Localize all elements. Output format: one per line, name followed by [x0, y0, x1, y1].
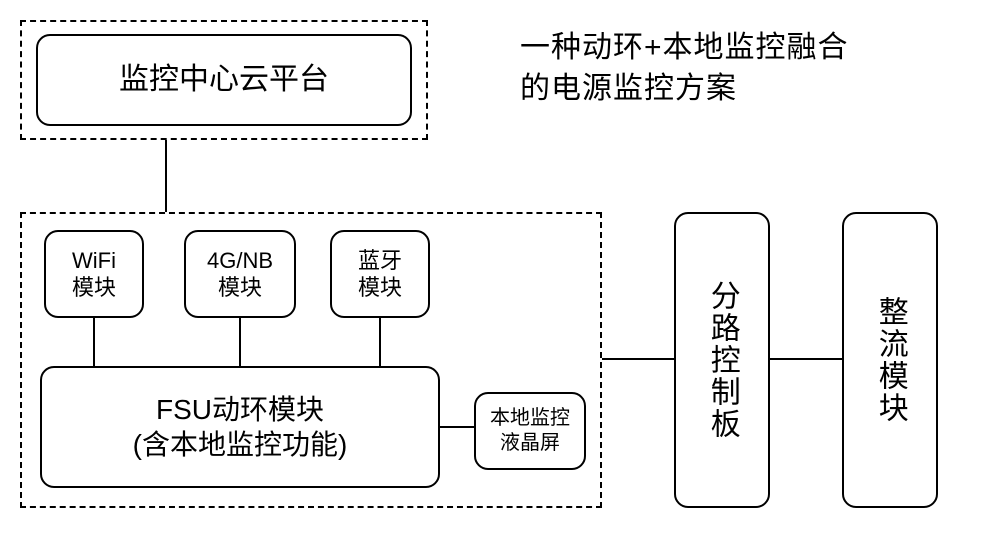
connector-bt-to-fsu: [379, 318, 381, 366]
lcd-box: 本地监控 液晶屏: [474, 392, 586, 470]
branch-board-box: 分路控制板: [674, 212, 770, 508]
diagram-title-line2: 的电源监控方案: [520, 72, 737, 105]
connector-group-to-branch: [602, 358, 674, 360]
cloud-platform-label: 监控中心云平台: [119, 61, 329, 99]
connector-cell-to-fsu: [239, 318, 241, 366]
wifi-module-box: WiFi 模块: [44, 230, 144, 318]
lcd-line1: 本地监控: [490, 407, 570, 429]
bt-module-line2: 模块: [358, 275, 402, 300]
fsu-module-box: FSU动环模块 (含本地监控功能): [40, 366, 440, 488]
connector-fsu-to-lcd: [440, 426, 474, 428]
bt-module-box: 蓝牙 模块: [330, 230, 430, 318]
bt-module-line1: 蓝牙: [358, 248, 402, 273]
cell-module-line1: 4G/NB: [207, 248, 273, 273]
rectifier-label: 整流模块: [871, 296, 909, 424]
wifi-module-line1: WiFi: [72, 248, 116, 273]
cell-module-box: 4G/NB 模块: [184, 230, 296, 318]
fsu-module-line1: FSU动环模块: [156, 394, 324, 425]
diagram-title-line1: 一种动环+本地监控融合: [520, 31, 849, 64]
branch-board-label: 分路控制板: [703, 280, 741, 440]
cloud-platform-box: 监控中心云平台: [36, 34, 412, 126]
lcd-line2: 液晶屏: [500, 432, 560, 454]
cell-module-line2: 模块: [218, 275, 262, 300]
rectifier-box: 整流模块: [842, 212, 938, 508]
fsu-module-line2: (含本地监控功能): [133, 429, 348, 460]
wifi-module-line2: 模块: [72, 275, 116, 300]
connector-branch-to-rect: [770, 358, 842, 360]
connector-wifi-to-fsu: [93, 318, 95, 366]
connector-cloud-to-fsu: [165, 140, 167, 212]
diagram-title: 一种动环+本地监控融合 的电源监控方案: [520, 28, 960, 109]
